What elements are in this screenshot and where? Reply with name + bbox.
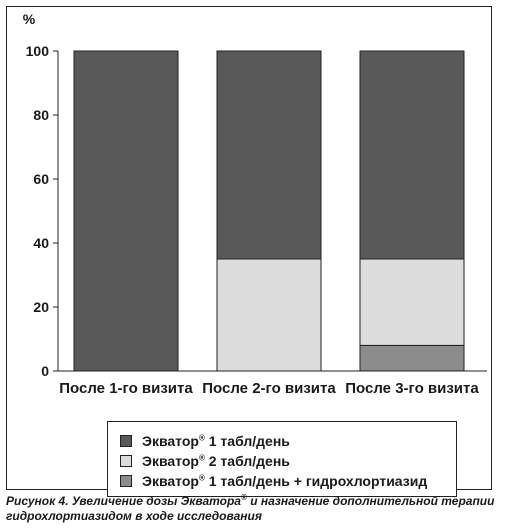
legend-item: Экватор® 2 табл/день [120, 453, 290, 469]
y-tick-label: 80 [33, 107, 49, 123]
y-unit-label: % [23, 11, 36, 27]
legend-label: Экватор® 2 табл/день [142, 453, 290, 469]
bar-segment [73, 50, 179, 372]
x-tick-label: После 1-го визита [59, 380, 193, 397]
bar-segment [216, 258, 322, 372]
legend-label: Экватор® 1 табл/день + гидрохлортиазид [142, 473, 428, 489]
bar-segment [359, 50, 465, 260]
legend-item: Экватор® 1 табл/день + гидрохлортиазид [120, 473, 427, 489]
legend-item: Экватор® 1 табл/день [120, 433, 290, 449]
legend-label: Экватор® 1 табл/день [142, 433, 290, 449]
x-tick-label: После 2-го визита [202, 380, 336, 397]
chart-bars [73, 50, 465, 372]
chart-labels: % 0 20 40 60 80 100 После 1-го визита После 2-го… [23, 11, 480, 397]
y-tick-label: 0 [41, 363, 49, 379]
bar-segment [359, 344, 465, 372]
y-tick-label: 20 [33, 299, 49, 315]
figure-caption: Рисунок 4. Увеличение дозы Экватора® и н… [6, 493, 495, 524]
y-tick-label: 40 [33, 235, 49, 251]
x-tick-label: После 3-го визита [345, 380, 479, 397]
chart-legend: Экватор® 1 табл/день Экватор® 2 табл/ден… [107, 421, 457, 497]
figure-frame: % 0 20 40 60 80 100 После 1-го визита После 2-го… [6, 6, 492, 497]
bar-segment [359, 258, 465, 346]
y-tick-label: 60 [33, 171, 49, 187]
legend-swatch [120, 475, 132, 487]
stacked-bar-chart: % 0 20 40 60 80 100 После 1-го визита После 2-го… [23, 11, 487, 397]
legend-swatch [120, 435, 132, 447]
legend-swatch [120, 455, 132, 467]
y-tick-label: 100 [26, 43, 50, 59]
bar-segment [216, 50, 322, 260]
